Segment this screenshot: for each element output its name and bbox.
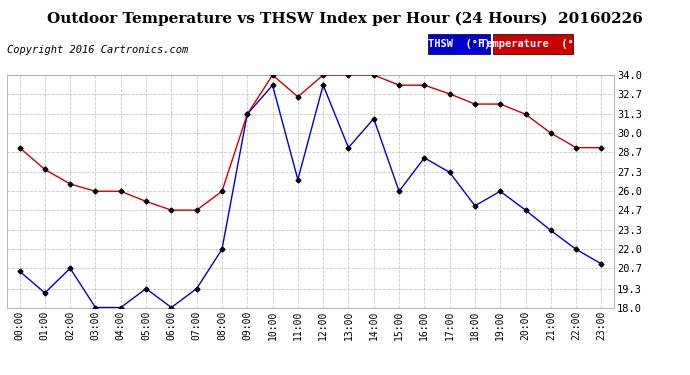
Text: Outdoor Temperature vs THSW Index per Hour (24 Hours)  20160226: Outdoor Temperature vs THSW Index per Ho… xyxy=(47,11,643,26)
Text: Copyright 2016 Cartronics.com: Copyright 2016 Cartronics.com xyxy=(7,45,188,55)
Text: Temperature  (°F): Temperature (°F) xyxy=(480,39,586,49)
Text: THSW  (°F): THSW (°F) xyxy=(428,39,490,49)
